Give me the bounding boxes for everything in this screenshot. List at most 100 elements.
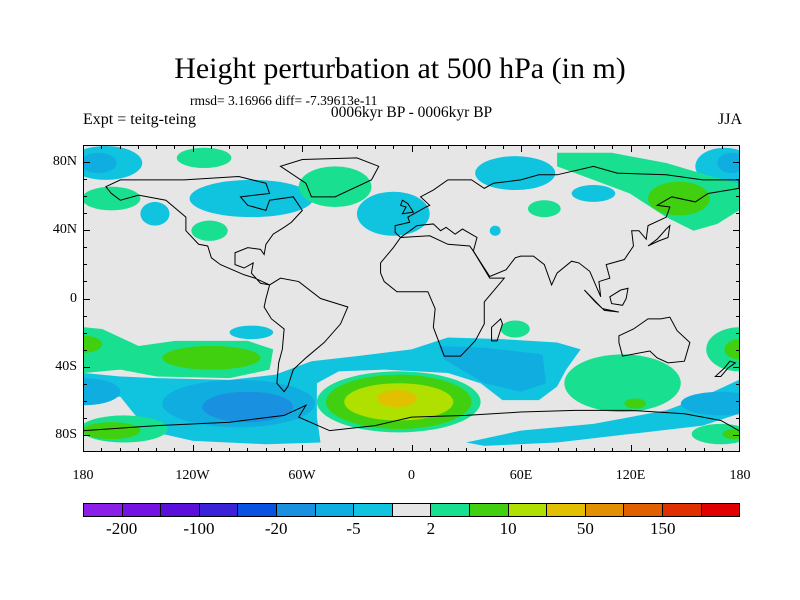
tick-mark <box>83 213 87 215</box>
contour-map <box>84 146 739 446</box>
lat-tick-label: 80N <box>52 154 77 170</box>
tick-mark <box>338 448 340 452</box>
tick-mark <box>302 445 303 452</box>
anomaly-contour <box>376 390 417 407</box>
colorbar-box <box>238 504 277 516</box>
coastline-sumatra-java <box>584 290 619 312</box>
tick-mark <box>375 145 376 149</box>
lon-tick-label: 120E <box>615 468 646 483</box>
tick-mark <box>736 383 740 385</box>
tick-mark <box>648 145 650 149</box>
tick-mark <box>210 145 212 149</box>
anomaly-contour <box>84 186 141 211</box>
coastlines <box>84 158 739 431</box>
colorbar-box <box>199 504 239 516</box>
tick-mark <box>733 162 740 164</box>
tick-mark <box>83 298 90 300</box>
tick-mark <box>320 448 322 452</box>
tick-mark <box>283 145 285 149</box>
lon-tick-label: 60E <box>509 468 533 483</box>
coastline-madagascar <box>492 319 503 341</box>
tick-mark <box>83 434 90 436</box>
tick-mark <box>721 145 723 149</box>
colorbar-box <box>701 504 740 516</box>
tick-mark <box>229 448 230 452</box>
tick-mark <box>557 448 559 452</box>
anomaly-contour <box>356 191 430 236</box>
colorbar-label: 50 <box>576 519 594 538</box>
tick-mark <box>502 145 504 149</box>
lat-tick-label: 0 <box>70 290 77 306</box>
tick-mark <box>101 448 103 452</box>
tick-mark <box>83 417 87 419</box>
anomaly-contour <box>724 339 739 360</box>
colorbar-box <box>392 504 432 516</box>
tick-mark <box>83 264 87 266</box>
stats-label: rmsd= 3.16966 diff= -7.39613e-11 <box>190 93 378 108</box>
colorbar <box>83 503 740 517</box>
tick-mark <box>83 162 90 164</box>
tick-mark <box>736 417 740 419</box>
tick-mark <box>411 445 413 452</box>
colorbar-box <box>354 504 393 516</box>
tick-mark <box>484 145 486 149</box>
period-label: 0006kyr BP - 0006kyr BP <box>330 104 493 121</box>
tick-mark <box>174 145 176 149</box>
tick-mark <box>283 448 285 452</box>
colorbar-box <box>122 504 162 516</box>
anomaly-contour <box>691 423 739 445</box>
tick-mark <box>83 315 87 317</box>
tick-mark <box>630 145 632 152</box>
tick-mark <box>736 349 740 351</box>
coastline-africa <box>381 236 505 356</box>
colorbar-box <box>315 504 355 516</box>
anomaly-contour <box>527 200 561 218</box>
colorbar-box <box>624 504 663 516</box>
tick-mark <box>733 434 740 436</box>
colorbar-box <box>547 504 586 516</box>
coastline-south-america <box>264 278 348 392</box>
lon-tick-label: 180 <box>729 468 751 483</box>
plot-title: Height perturbation at 500 hPa (in m) <box>174 52 626 85</box>
coastline-antarctica <box>84 405 739 430</box>
tick-mark <box>119 145 121 149</box>
coastline-japan <box>648 226 670 246</box>
tick-mark <box>101 145 103 149</box>
colorbar-label: -200 <box>106 519 138 538</box>
colorbar-label: 10 <box>499 519 517 538</box>
colorbar-box <box>508 504 548 516</box>
colorbar-label: -5 <box>346 519 361 538</box>
tick-mark <box>557 145 559 149</box>
coastline-greenland <box>281 158 379 197</box>
tick-mark <box>736 315 740 317</box>
lat-tick-label: 80S <box>55 426 77 442</box>
tick-mark <box>265 145 267 149</box>
coastline-eurasia <box>395 166 739 296</box>
anomaly-fills <box>84 146 739 446</box>
negative-anomaly-core <box>438 345 547 392</box>
tick-mark <box>375 448 376 452</box>
tick-mark <box>429 448 431 452</box>
tick-mark <box>521 445 522 452</box>
lat-tick-label: 40S <box>55 358 77 374</box>
tick-mark <box>502 448 504 452</box>
anomaly-contour <box>140 201 170 226</box>
tick-mark <box>192 145 194 152</box>
coastline-australia <box>619 317 690 363</box>
tick-mark <box>521 145 522 152</box>
tick-mark <box>736 332 740 334</box>
tick-mark <box>229 145 230 149</box>
tick-mark <box>703 448 705 452</box>
tick-mark <box>83 400 87 402</box>
tick-mark <box>119 448 121 452</box>
colorbar-box <box>84 504 123 516</box>
tick-mark <box>736 264 740 266</box>
anomaly-contour <box>571 184 616 202</box>
tick-mark <box>484 448 486 452</box>
tick-mark <box>265 448 267 452</box>
coastline-north-america <box>106 177 302 285</box>
tick-mark <box>338 145 340 149</box>
tick-mark <box>736 196 740 198</box>
tick-mark <box>429 145 431 149</box>
anomaly-contour <box>176 147 232 169</box>
